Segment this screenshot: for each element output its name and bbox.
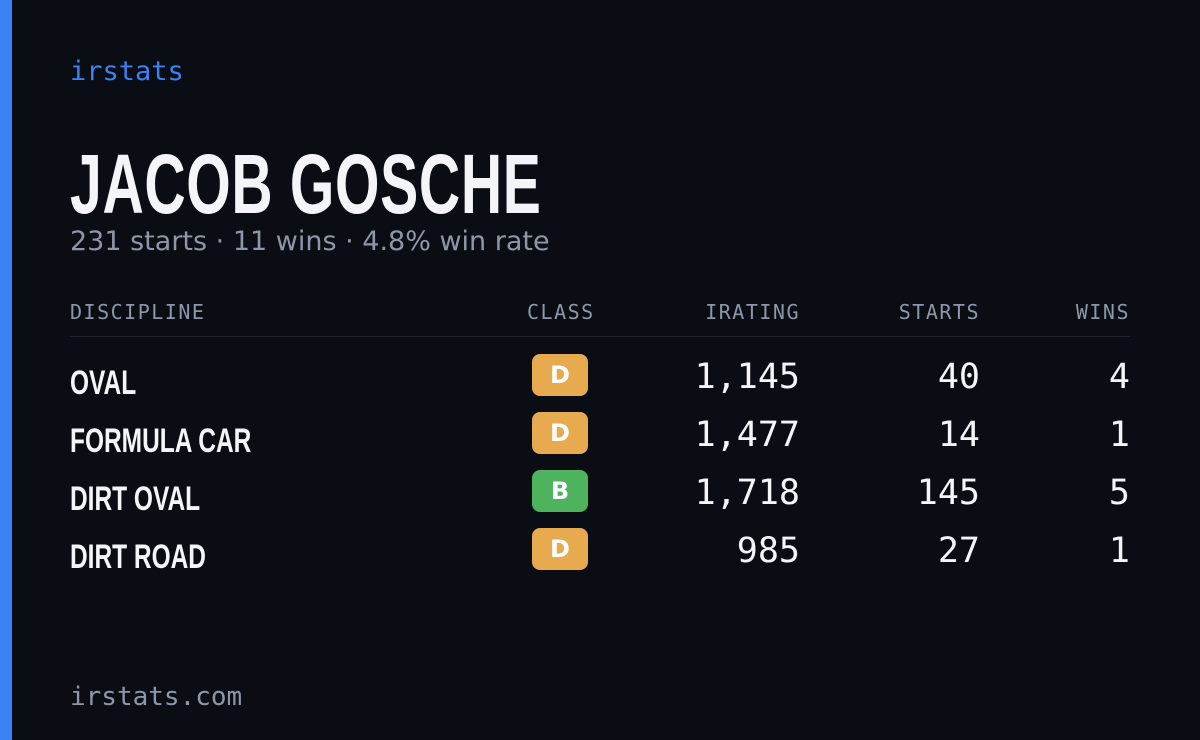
brand[interactable]: irstats [70, 56, 184, 87]
driver-name: JACOB GOSCHE [70, 137, 542, 231]
starts-cell: 40 [937, 357, 980, 397]
wins-cell: 5 [1108, 473, 1130, 513]
irating-cell: 985 [736, 531, 800, 571]
column-header: DISCIPLINE [70, 300, 206, 324]
accent-bar [0, 0, 12, 740]
column-header: CLASS [527, 300, 595, 324]
class-badge: B [532, 470, 588, 512]
discipline-cell: FORMULA CAR [70, 422, 252, 460]
wins-cell: 4 [1108, 357, 1130, 397]
column-header: STARTS [898, 300, 980, 324]
column-header: WINS [1075, 300, 1130, 324]
class-badge: D [532, 412, 588, 454]
footer-link[interactable]: irstats.com [70, 682, 243, 712]
irating-cell: 1,477 [694, 415, 800, 455]
starts-cell: 14 [937, 415, 980, 455]
starts-cell: 27 [937, 531, 980, 571]
irating-cell: 1,145 [694, 357, 800, 397]
column-header: IRATING [705, 300, 800, 324]
starts-cell: 145 [916, 473, 980, 513]
wins-cell: 1 [1108, 415, 1130, 455]
discipline-cell: DIRT OVAL [70, 480, 201, 518]
summary: 231 starts · 11 wins · 4.8% win rate [70, 226, 550, 257]
header-rule [70, 336, 1130, 337]
discipline-cell: DIRT ROAD [70, 538, 207, 576]
class-badge: D [532, 354, 588, 396]
wins-cell: 1 [1108, 531, 1130, 571]
irating-cell: 1,718 [694, 473, 800, 513]
discipline-cell: OVAL [70, 364, 137, 402]
class-badge: D [532, 528, 588, 570]
